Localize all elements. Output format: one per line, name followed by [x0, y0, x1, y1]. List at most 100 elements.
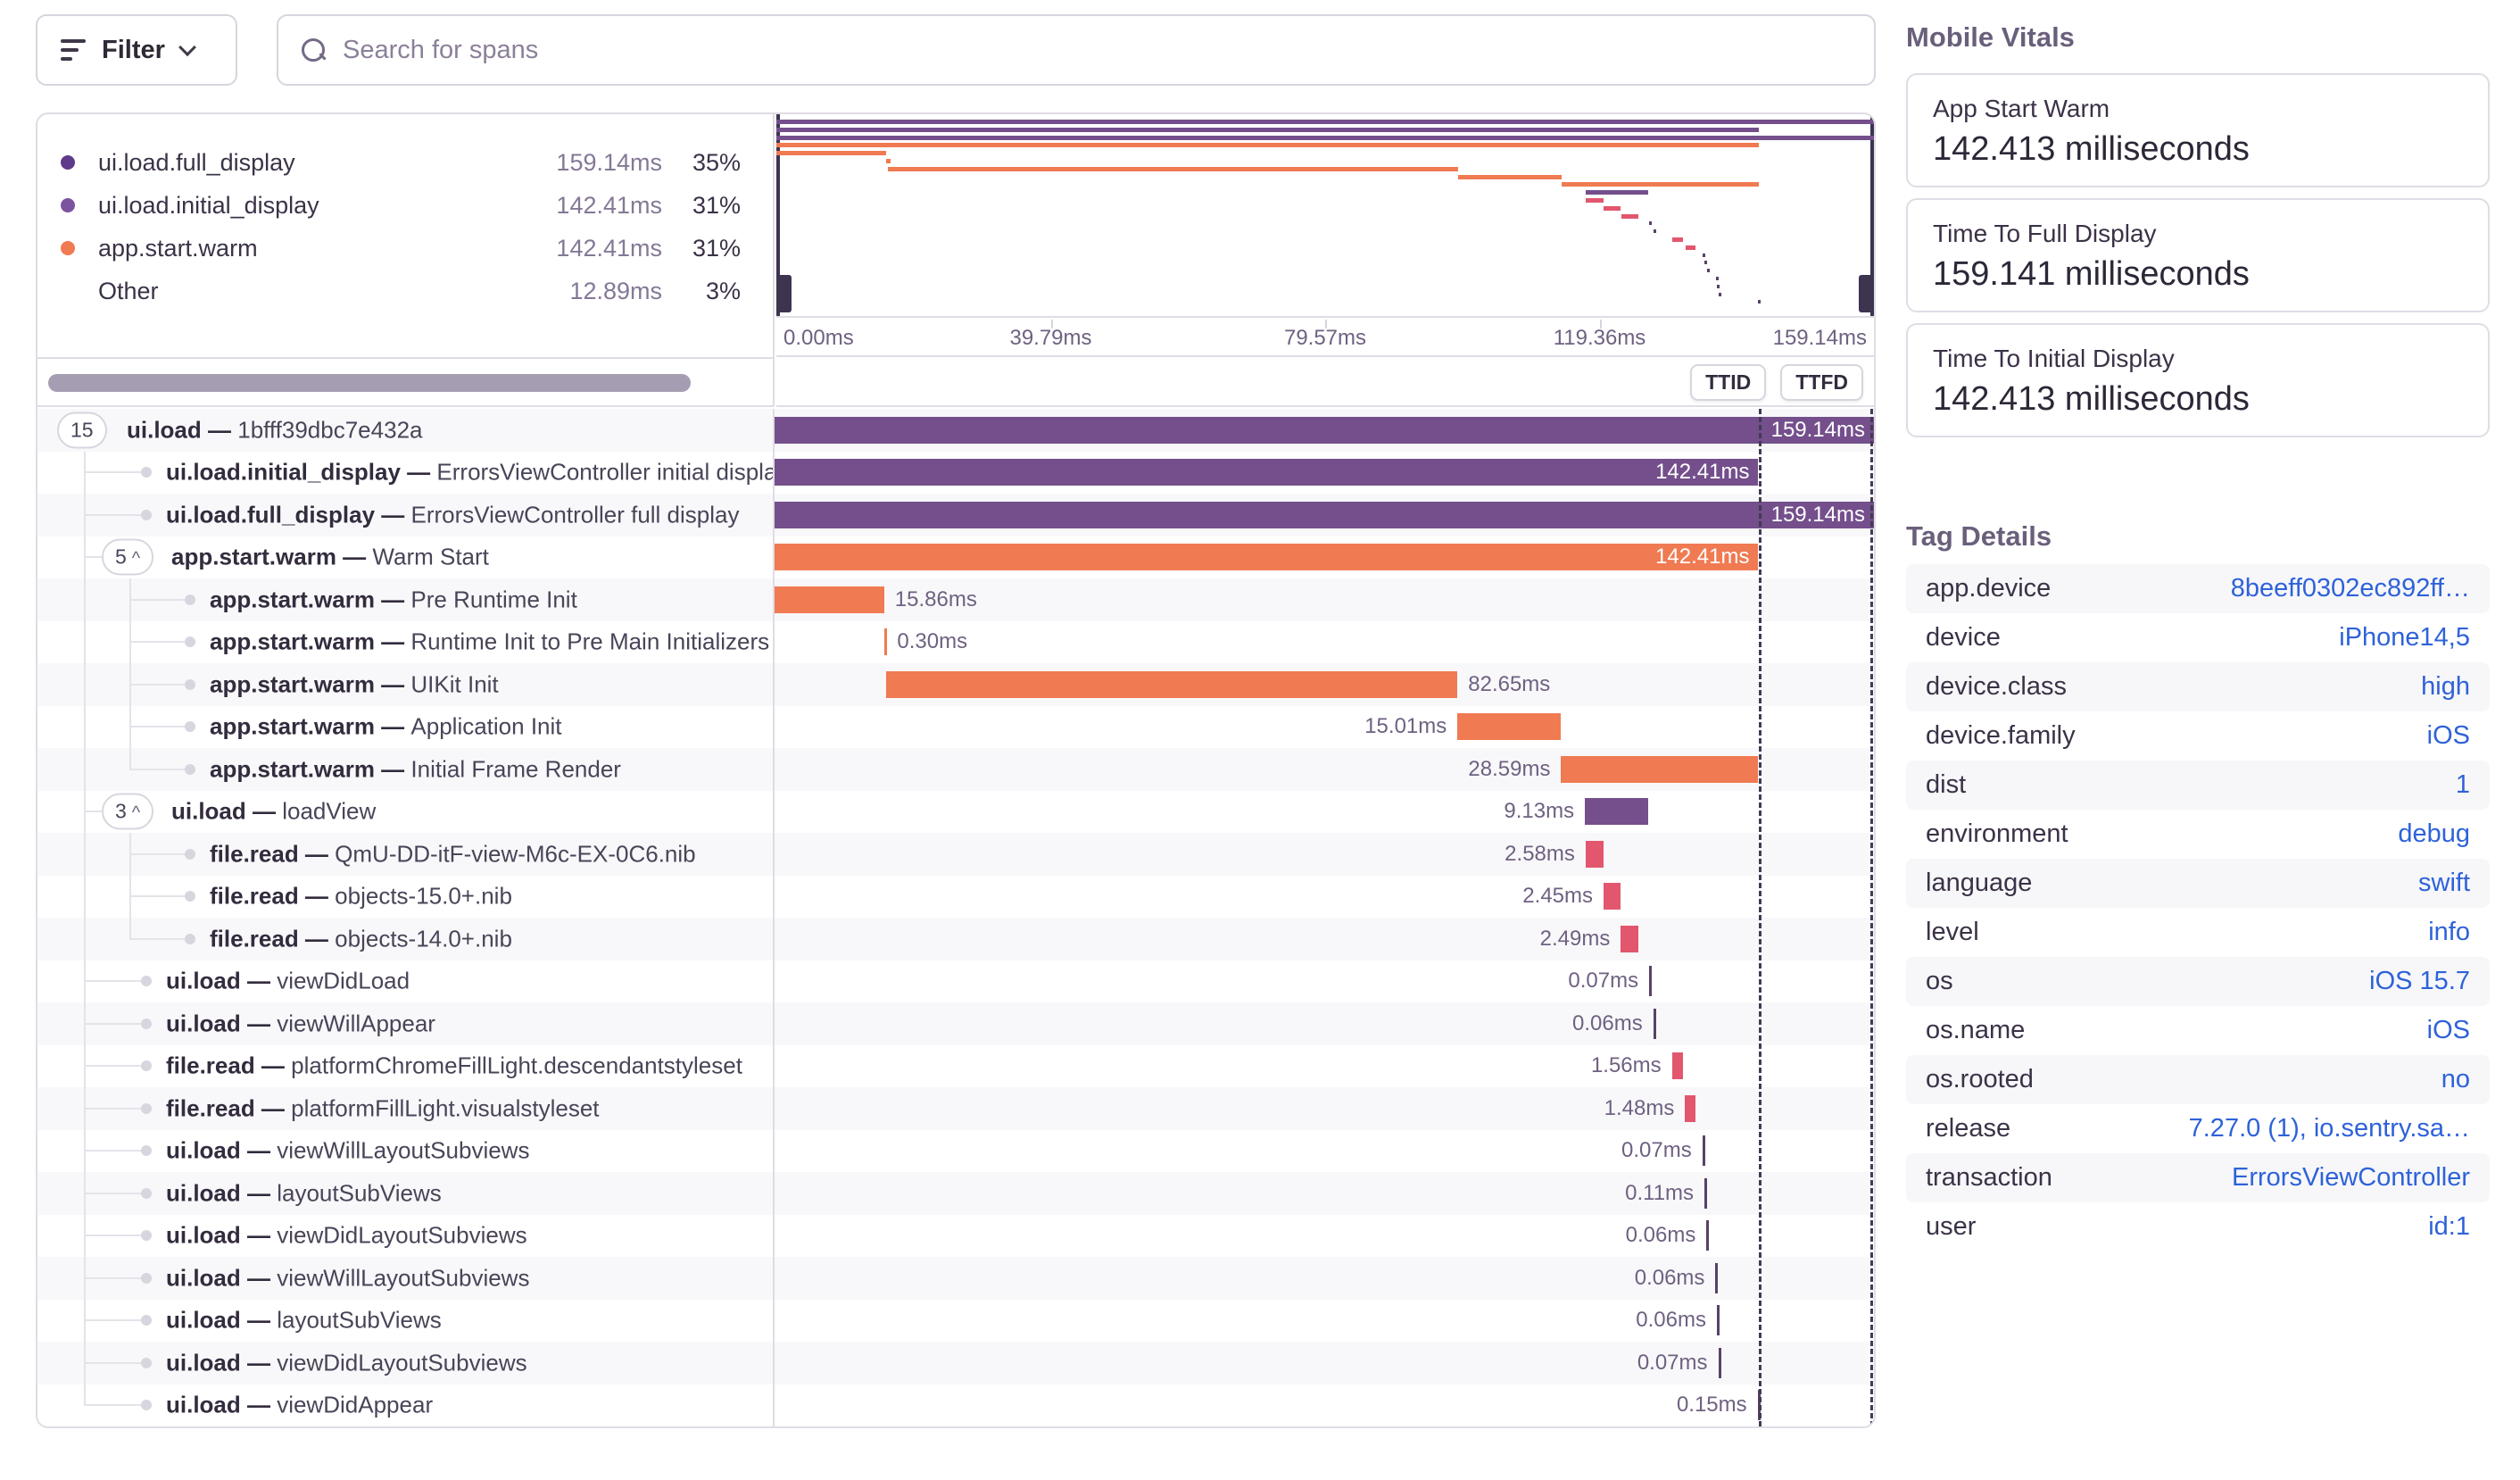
- minimap-span-bar: [1757, 300, 1761, 304]
- span-row[interactable]: ui.load — viewDidLayoutSubviews 0.06ms: [37, 1214, 1874, 1257]
- tree-node-dot: [185, 891, 195, 902]
- tree-connector: [84, 705, 86, 748]
- tag-row: device.family iOS: [1906, 711, 2490, 761]
- tree-connector: [84, 1022, 146, 1025]
- span-bar-cell: 15.01ms: [775, 706, 1874, 749]
- span-bar: 142.41ms: [775, 459, 1759, 486]
- viewport-handle-left[interactable]: [776, 275, 792, 312]
- span-row[interactable]: ui.load — viewDidLoad 0.07ms: [37, 960, 1874, 1002]
- expand-collapse-pill[interactable]: 3 ^: [102, 793, 154, 830]
- tag-value-link[interactable]: 7.27.0 (1), io.sentry.sa…: [2188, 1114, 2470, 1143]
- viewport-left-line: [776, 114, 780, 316]
- span-tree-cell: file.read — objects-14.0+.nib: [37, 918, 775, 960]
- tag-key: device.family: [1926, 721, 2076, 750]
- span-bar: 159.14ms: [775, 416, 1874, 444]
- span-duration: 15.01ms: [1364, 714, 1447, 739]
- child-count: 3: [115, 799, 127, 823]
- tag-value-link[interactable]: no: [2441, 1065, 2470, 1093]
- span-duration: 0.06ms: [1625, 1223, 1696, 1248]
- tree-node-dot: [185, 721, 195, 733]
- viewport-handle-right[interactable]: [1859, 275, 1874, 312]
- tree-hscrollbar-thumb[interactable]: [48, 374, 691, 392]
- minimap-span-bar: [1685, 245, 1696, 250]
- span-row[interactable]: file.read — QmU-DD-itF-view-M6c-EX-0C6.n…: [37, 833, 1874, 876]
- tag-value-link[interactable]: iPhone14,5: [2339, 623, 2470, 652]
- span-row[interactable]: file.read — platformFillLight.visualstyl…: [37, 1087, 1874, 1130]
- trace-panel: ui.load.full_display 159.14ms 35% ui.load.i…: [36, 112, 1876, 1428]
- tag-value-link[interactable]: ErrorsViewController: [2232, 1163, 2470, 1192]
- legend-color-dot: [61, 241, 75, 255]
- span-row[interactable]: file.read — objects-14.0+.nib 2.49ms: [37, 918, 1874, 960]
- span-duration: 1.56ms: [1590, 1053, 1662, 1078]
- vital-value: 159.141 milliseconds: [1933, 255, 2250, 293]
- span-row[interactable]: ui.load — viewDidLayoutSubviews 0.07ms: [37, 1342, 1874, 1384]
- expand-collapse-pill[interactable]: 5 ^: [102, 538, 154, 576]
- span-row[interactable]: app.start.warm — Application Init 15.01ms: [37, 705, 1874, 749]
- tag-value-link[interactable]: iOS: [2426, 721, 2470, 750]
- vital-label: Time To Full Display: [1933, 220, 2157, 247]
- tree-connector: [84, 833, 86, 876]
- span-tree-cell: ui.load — viewDidLoad: [37, 960, 775, 1002]
- tag-value-link[interactable]: high: [2421, 672, 2470, 701]
- search-input[interactable]: [343, 35, 1851, 65]
- tree-connector: [129, 683, 190, 686]
- span-bar: [1585, 798, 1648, 826]
- tag-value-link[interactable]: 1: [2455, 770, 2470, 799]
- span-row[interactable]: app.start.warm — UIKit Init 82.65ms: [37, 663, 1874, 706]
- tag-key: os: [1926, 967, 1953, 995]
- tree-node-dot: [185, 636, 195, 648]
- span-tree-cell: ui.load — viewWillLayoutSubviews: [37, 1129, 775, 1172]
- tag-row: transaction ErrorsViewController: [1906, 1153, 2490, 1202]
- span-row[interactable]: ui.load — viewDidAppear 0.15ms: [37, 1384, 1874, 1426]
- span-duration: 28.59ms: [1468, 756, 1551, 781]
- span-tree-cell: ui.load — layoutSubViews: [37, 1299, 775, 1342]
- tag-value-link[interactable]: iOS 15.7: [2369, 967, 2470, 995]
- span-duration: 9.13ms: [1504, 799, 1575, 824]
- tree-connector: [84, 556, 104, 559]
- minimap[interactable]: [776, 114, 1874, 318]
- time-axis: 0.00ms 39.79ms 79.57ms 119.36ms 159.14ms: [776, 320, 1874, 357]
- span-row[interactable]: ui.load — viewWillLayoutSubviews 0.07ms: [37, 1129, 1874, 1172]
- filter-button[interactable]: Filter: [36, 14, 237, 86]
- span-row[interactable]: ui.load.initial_display — ErrorsViewCont…: [37, 451, 1874, 494]
- span-row[interactable]: 3 ^ ui.load — loadView 9.13ms: [37, 790, 1874, 833]
- legend-op-name: ui.load.initial_display: [98, 191, 319, 219]
- span-row[interactable]: file.read — objects-15.0+.nib 2.45ms: [37, 875, 1874, 919]
- tag-value-link[interactable]: info: [2428, 918, 2470, 946]
- span-row[interactable]: ui.load — layoutSubViews 0.11ms: [37, 1172, 1874, 1215]
- ttfd-button[interactable]: TTFD: [1780, 363, 1863, 401]
- span-duration: 15.86ms: [894, 586, 977, 611]
- tree-connector: [129, 918, 131, 939]
- tag-value-link[interactable]: swift: [2418, 869, 2470, 897]
- span-row[interactable]: app.start.warm — Initial Frame Render 28.…: [37, 748, 1874, 791]
- tag-value-link[interactable]: iOS: [2426, 1016, 2470, 1044]
- span-tree-cell: ui.load — viewDidLayoutSubviews: [37, 1214, 775, 1257]
- tag-value-link[interactable]: 8beeff0302ec892ff…: [2230, 574, 2470, 603]
- vital-card: Time To Full Display 159.141 milliseconds: [1906, 198, 2490, 312]
- span-row[interactable]: ui.load.full_display — ErrorsViewControl…: [37, 494, 1874, 536]
- tag-key: os.name: [1926, 1016, 2026, 1044]
- span-bar-cell: 82.65ms: [775, 663, 1874, 706]
- tree-node-dot: [141, 1187, 152, 1199]
- legend-color-dot: [61, 198, 75, 212]
- expand-collapse-pill[interactable]: 15: [57, 412, 107, 449]
- span-bar-cell: 2.45ms: [775, 876, 1874, 919]
- span-row[interactable]: app.start.warm — Runtime Init to Pre Mai…: [37, 620, 1874, 663]
- span-row[interactable]: file.read — platformChromeFillLight.desc…: [37, 1044, 1874, 1087]
- span-row[interactable]: ui.load — viewWillAppear 0.06ms: [37, 1002, 1874, 1045]
- span-row[interactable]: app.start.warm — Pre Runtime Init 15.86ms: [37, 578, 1874, 621]
- span-duration: 2.58ms: [1505, 841, 1575, 866]
- tree-connector: [129, 641, 190, 644]
- tag-value-link[interactable]: debug: [2398, 819, 2470, 848]
- span-row[interactable]: 5 ^ app.start.warm — Warm Start 142.41ms: [37, 536, 1874, 578]
- span-row[interactable]: ui.load — viewWillLayoutSubviews 0.06ms: [37, 1257, 1874, 1300]
- span-label: ui.load — viewDidLayoutSubviews: [166, 1221, 527, 1249]
- tag-value-link[interactable]: id:1: [2428, 1212, 2470, 1241]
- legend-color-dot: [61, 284, 75, 298]
- span-row[interactable]: ui.load — layoutSubViews 0.06ms: [37, 1299, 1874, 1342]
- ttid-button[interactable]: TTID: [1690, 363, 1767, 401]
- span-row[interactable]: 15 ui.load — 1bfff39dbc7e432a 159.14ms: [37, 409, 1874, 452]
- span-tree-cell: ui.load.full_display — ErrorsViewControl…: [37, 494, 775, 536]
- span-tree-cell: app.start.warm — Application Init: [37, 705, 775, 748]
